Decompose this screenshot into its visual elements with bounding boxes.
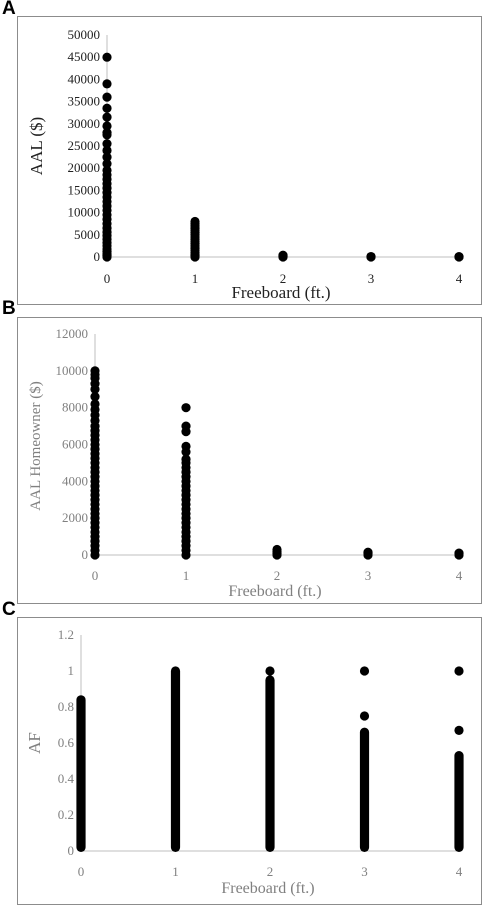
data-point-a-x0 [102, 159, 112, 169]
data-point-band-c-x0 [76, 695, 86, 852]
data-point-b-x1 [181, 454, 191, 464]
y-tick-label-b: 0 [82, 547, 89, 562]
y-tick-label-a: 50000 [68, 27, 101, 42]
data-point-band-c-x3 [359, 727, 370, 852]
y-tick-label-a: 10000 [68, 205, 101, 220]
x-tick-label-b: 0 [92, 568, 99, 583]
data-point-b-x1 [181, 441, 191, 451]
data-point-band-c-x1 [170, 666, 181, 852]
data-point-b-x2 [272, 544, 282, 555]
x-tick-label-a: 3 [368, 271, 375, 286]
data-point-a-x0 [102, 121, 112, 131]
data-point-a-x0 [102, 145, 112, 156]
y-tick-label-a: 20000 [68, 160, 101, 175]
chart-panel-c [17, 617, 482, 905]
x-tick-label-a: 1 [192, 271, 199, 286]
x-tick-label-c: 3 [361, 864, 368, 879]
data-point-a-x0 [102, 128, 112, 138]
y-tick-label-b: 2000 [62, 510, 88, 525]
x-axis-title-b: Freeboard (ft.) [228, 583, 321, 600]
data-point-a-x0 [102, 139, 112, 149]
y-tick-label-a: 15000 [68, 182, 101, 197]
x-tick-label-a: 2 [280, 271, 287, 286]
data-point-b-x4 [454, 548, 464, 558]
data-point-c-x2 [265, 666, 275, 676]
x-tick-label-c: 2 [267, 864, 274, 879]
y-tick-label-b: 4000 [62, 473, 88, 488]
x-tick-label-c: 0 [78, 864, 85, 879]
x-tick-label-c: 4 [456, 864, 463, 879]
x-tick-label-b: 3 [365, 568, 372, 583]
data-point-b-x1 [181, 421, 191, 431]
data-point-b-x0 [90, 399, 100, 409]
data-point-c-x4 [454, 666, 464, 676]
y-tick-label-a: 40000 [68, 71, 101, 86]
data-point-a-x2 [278, 250, 288, 260]
data-point-b-x0 [90, 392, 100, 402]
y-tick-label-a: 25000 [68, 138, 101, 153]
y-axis-title-a: AAL ($) [27, 117, 46, 175]
y-tick-label-c: 0 [68, 843, 75, 858]
data-point-c-x3 [359, 711, 370, 721]
y-tick-label-c: 1 [68, 663, 75, 678]
y-tick-label-b: 10000 [56, 363, 89, 378]
data-point-a-x4 [454, 252, 464, 262]
y-tick-label-a: 0 [94, 249, 101, 264]
x-tick-label-a: 0 [104, 271, 111, 286]
y-tick-label-b: 12000 [56, 326, 89, 341]
data-point-a-x0 [102, 165, 112, 176]
data-point-a-x0 [102, 103, 112, 113]
data-point-a-x1 [190, 216, 200, 227]
panel-label-a: A [2, 0, 16, 19]
data-point-a-x0 [102, 92, 112, 102]
data-point-c-x3 [359, 666, 370, 676]
data-point-a-x3 [366, 251, 376, 262]
data-point-a-x0 [102, 79, 112, 89]
x-tick-label-b: 2 [274, 568, 281, 583]
x-axis-title-a: Freeboard (ft.) [231, 283, 330, 302]
x-tick-label-b: 4 [456, 568, 463, 583]
y-tick-label-a: 30000 [68, 116, 101, 131]
y-axis-title-b: AAL Homeowner ($) [28, 381, 44, 510]
y-tick-label-c: 1.2 [58, 627, 74, 642]
data-point-b-x0 [90, 366, 100, 376]
y-tick-label-a: 35000 [68, 94, 101, 109]
x-tick-label-c: 1 [172, 864, 179, 879]
data-point-a-x0 [102, 52, 112, 62]
y-axis-title-c: AF [25, 732, 44, 754]
data-point-b-x3 [363, 547, 373, 557]
x-tick-label-b: 1 [183, 568, 190, 583]
data-point-band-c-x2 [265, 675, 275, 852]
data-point-b-x1 [181, 403, 191, 413]
x-axis-title-c: Freeboard (ft.) [221, 880, 314, 897]
data-point-a-x0 [102, 152, 112, 162]
y-tick-label-b: 8000 [62, 400, 88, 415]
y-tick-label-a: 45000 [68, 49, 101, 64]
y-tick-label-c: 0.4 [58, 771, 75, 786]
y-tick-label-c: 0.2 [58, 807, 74, 822]
y-tick-label-c: 0.6 [58, 735, 75, 750]
panel-label-b: B [2, 298, 16, 319]
data-point-a-x0 [102, 112, 112, 122]
x-tick-label-a: 4 [456, 271, 463, 286]
data-point-band-c-x4 [454, 751, 464, 852]
y-tick-label-c: 0.8 [58, 699, 74, 714]
panel-label-c: C [2, 599, 16, 620]
y-tick-label-a: 5000 [74, 227, 100, 242]
y-tick-label-b: 6000 [62, 437, 88, 452]
data-point-c-x4 [454, 725, 464, 736]
